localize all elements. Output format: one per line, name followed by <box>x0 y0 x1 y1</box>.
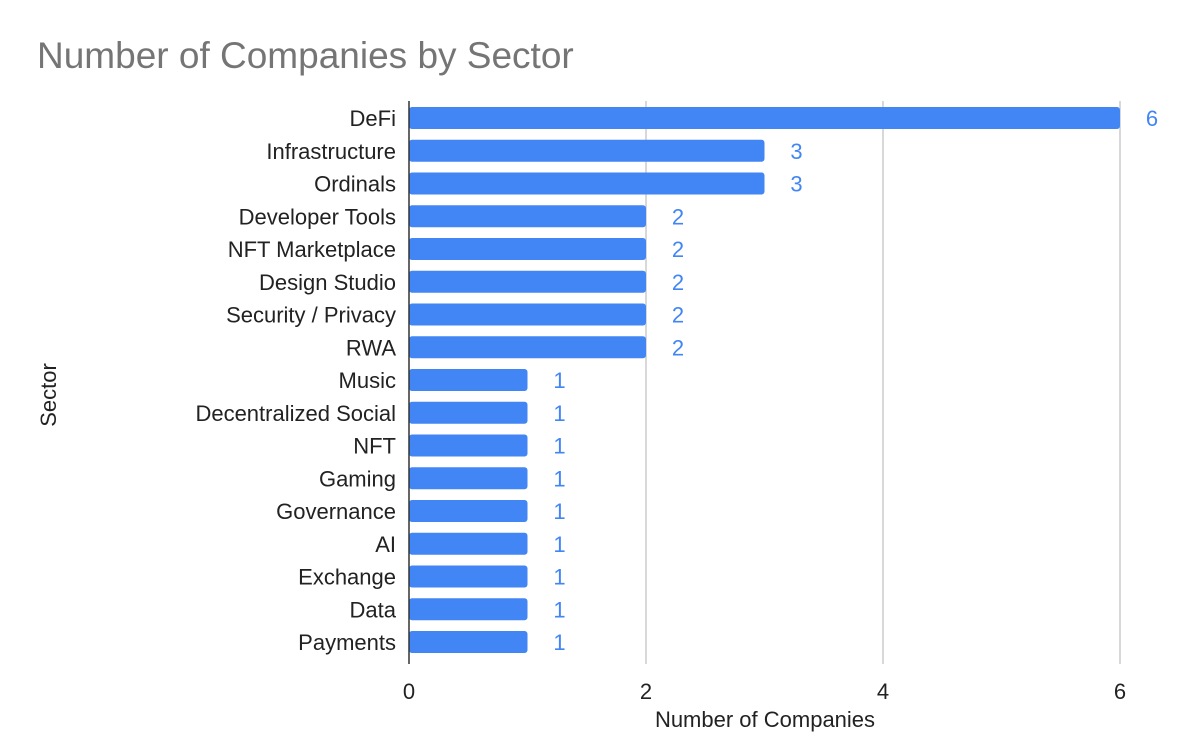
category-label: DeFi <box>350 106 396 131</box>
data-label: 1 <box>553 597 565 622</box>
data-label: 1 <box>553 434 565 459</box>
category-label: Developer Tools <box>239 204 396 229</box>
category-label: Ordinals <box>314 172 396 197</box>
bar-12 <box>409 500 528 522</box>
category-label: RWA <box>346 335 396 360</box>
bar-0 <box>409 107 1120 129</box>
category-label: Exchange <box>298 565 396 590</box>
data-label: 1 <box>553 401 565 426</box>
bar-11 <box>409 467 528 490</box>
bar-6 <box>409 303 646 326</box>
bar-2 <box>409 172 765 195</box>
category-label: Music <box>339 368 396 393</box>
data-label: 2 <box>672 270 684 295</box>
bar-9 <box>409 401 528 424</box>
category-label: Gaming <box>319 466 396 491</box>
x-tick-label: 2 <box>640 679 652 704</box>
data-label: 1 <box>553 466 565 491</box>
data-label: 1 <box>553 532 565 557</box>
data-label: 3 <box>790 139 802 164</box>
gridlines <box>645 101 1121 664</box>
category-label: AI <box>375 532 396 557</box>
category-label: Data <box>350 597 397 622</box>
data-label: 6 <box>1146 106 1158 131</box>
labels: 0 2 4 6 DeFi 6 Infrastructure 3 Ordinals 3 Develop… <box>195 106 1158 704</box>
bar-15 <box>409 598 528 621</box>
data-label: 1 <box>553 565 565 590</box>
data-label: 2 <box>672 303 684 328</box>
y-axis-title: Sector <box>36 363 61 427</box>
x-axis-title: Number of Companies <box>655 707 875 732</box>
x-tick-label: 6 <box>1114 679 1126 704</box>
data-label: 1 <box>553 499 565 524</box>
category-label: NFT Marketplace <box>228 237 396 262</box>
bar-14 <box>409 565 528 588</box>
data-label: 3 <box>790 172 802 197</box>
category-label: Payments <box>298 630 396 655</box>
category-label: NFT <box>353 434 396 459</box>
bar-16 <box>409 631 528 653</box>
bar-4 <box>409 238 646 260</box>
category-label: Design Studio <box>259 270 396 295</box>
bars <box>409 107 1120 653</box>
data-label: 2 <box>672 204 684 229</box>
x-tick-label: 4 <box>877 679 889 704</box>
data-label: 1 <box>553 368 565 393</box>
category-label: Decentralized Social <box>195 401 396 426</box>
x-tick-label: 0 <box>403 679 415 704</box>
category-label: Infrastructure <box>266 139 396 164</box>
data-label: 2 <box>672 237 684 262</box>
category-label: Security / Privacy <box>226 303 396 328</box>
bar-7 <box>409 336 646 359</box>
data-label: 1 <box>553 630 565 655</box>
bar-3 <box>409 205 646 228</box>
category-label: Governance <box>276 499 396 524</box>
bar-5 <box>409 270 646 293</box>
data-label: 2 <box>672 335 684 360</box>
bar-1 <box>409 139 765 162</box>
bar-13 <box>409 532 528 555</box>
bar-10 <box>409 434 528 457</box>
chart-title: Number of Companies by Sector <box>37 35 574 76</box>
bar-8 <box>409 369 528 391</box>
